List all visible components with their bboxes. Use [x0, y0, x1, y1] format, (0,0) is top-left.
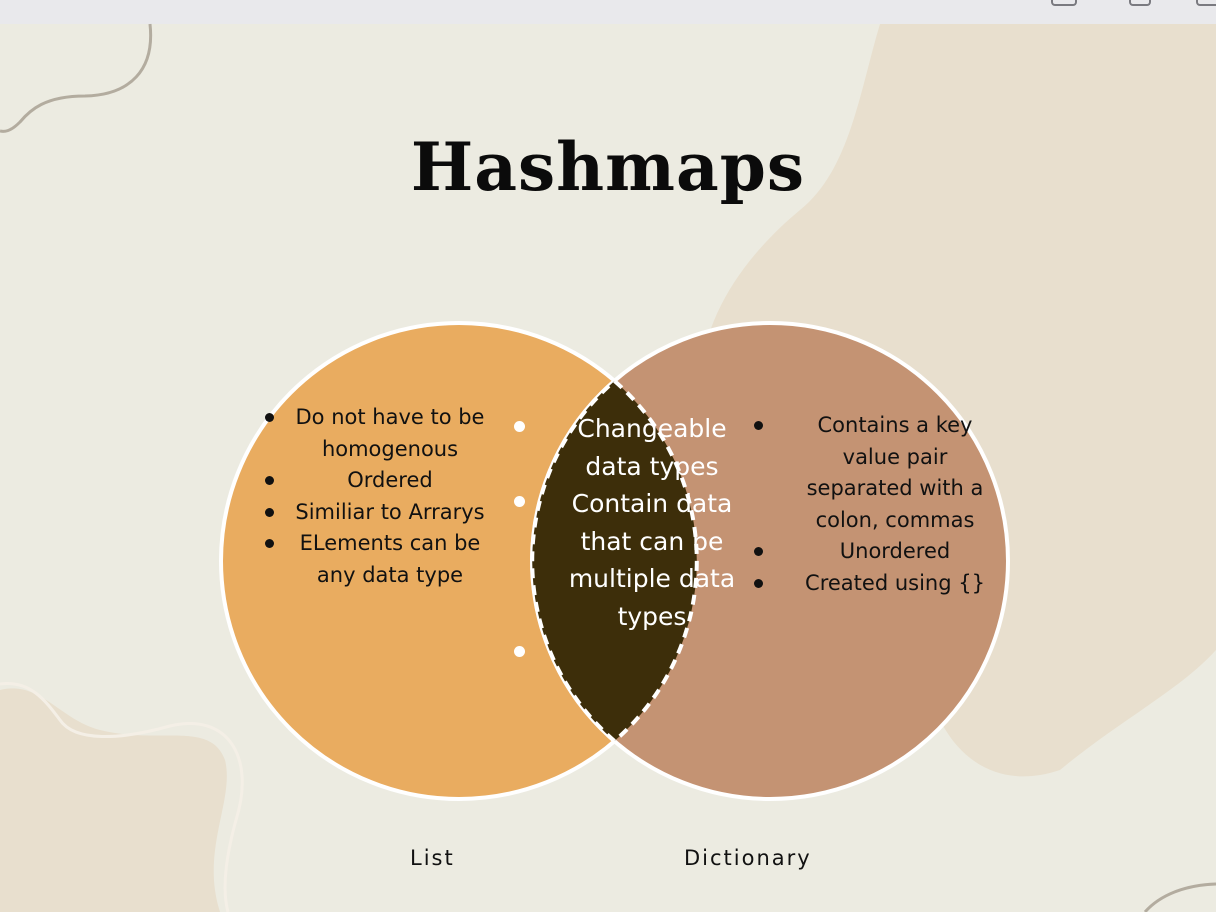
bullet-dot: [514, 421, 525, 432]
slide-title: Hashmaps: [410, 128, 806, 206]
top-toolbar: [0, 0, 1216, 24]
list-items: Do not have to be homogenous Ordered Sim…: [265, 402, 495, 591]
list-item: ELements can be any data type: [265, 528, 495, 591]
overlap-item: Contain data that can be multiple data t…: [568, 489, 736, 631]
decorative-line-bottom-right: [1143, 882, 1216, 912]
bullet-dot: [514, 496, 525, 507]
decorative-line-bottom-left: [0, 682, 244, 912]
overlap-item: Changeable data types: [577, 414, 727, 481]
list-item: Do not have to be homogenous: [265, 402, 495, 465]
background-blob-left: [0, 688, 227, 912]
dictionary-item: Unordered: [754, 536, 995, 568]
dictionary-item: Created using {}: [754, 568, 995, 600]
overlap-items: Changeable data types Contain data that …: [556, 410, 748, 635]
toolbar-icon[interactable]: [1051, 0, 1077, 6]
toolbar-icon[interactable]: [1129, 0, 1151, 6]
dictionary-label: Dictionary: [684, 846, 812, 870]
list-item: Ordered: [265, 465, 495, 497]
overlap-region: [532, 381, 697, 741]
list-label: List: [410, 846, 455, 870]
toolbar-icon[interactable]: [1196, 0, 1216, 6]
list-item: Similiar to Arrarys: [265, 497, 495, 529]
overlap-outline: [530, 378, 699, 744]
dictionary-item: Contains a key value pair separated with…: [754, 410, 995, 536]
bullet-dot: [514, 646, 525, 657]
dictionary-items: Contains a key value pair separated with…: [754, 410, 995, 600]
decorative-line-top-left: [0, 23, 153, 133]
